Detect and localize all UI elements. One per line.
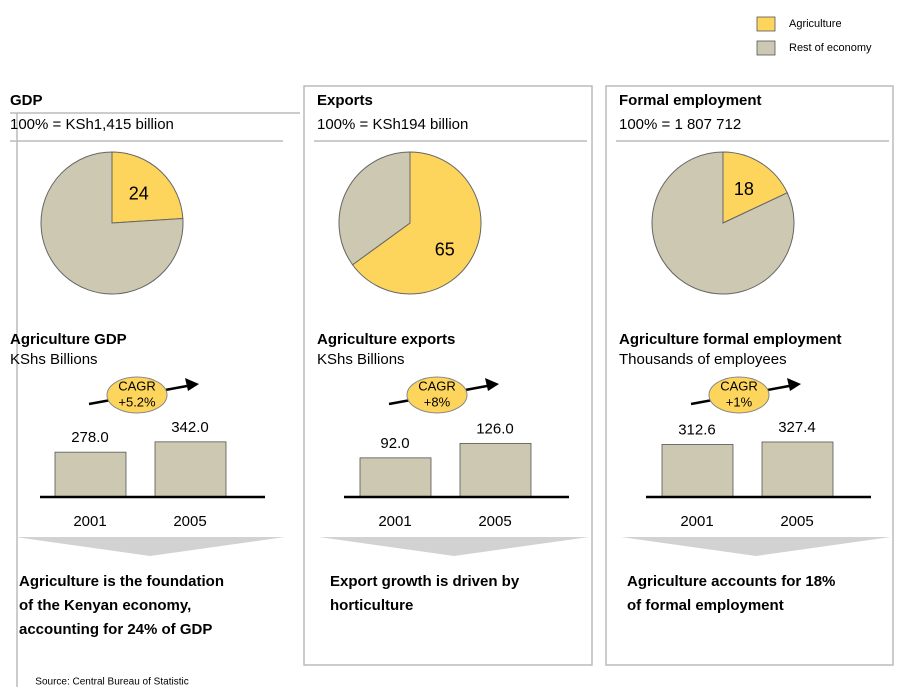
bar [154,441,227,498]
cagr-label: +1% [726,394,753,409]
conclusion: of formal employment [627,597,784,614]
pie-slice [651,151,795,295]
bar-value-label: 92.0 [380,435,409,452]
cagr-label: CAGR [720,378,758,393]
bar-title: Agriculture GDP [10,331,127,348]
cagr-bubble [106,376,168,414]
panel-subtitle: 100% = 1 807 712 [619,116,741,133]
bar-value-label: 126.0 [476,420,514,437]
conclusion: horticulture [330,597,413,614]
x-tick-label: 2001 [680,513,713,530]
conclusion: Agriculture is the foundation [19,573,224,590]
conclusion: accounting for 24% of GDP [19,621,212,638]
cagr-arrow-head [485,378,499,391]
summary-arrow [621,537,891,556]
bar-subtitle: KShs Billions [317,351,405,368]
conclusion: Agriculture accounts for 18% [627,573,835,590]
pie-slice [338,151,411,266]
bar [661,444,734,498]
cagr-bubble [406,376,468,414]
bar-title: Agriculture formal employment [619,331,842,348]
panel-border [605,85,894,666]
panel-title: GDP [10,92,43,109]
bar [761,441,834,498]
summary-arrow [15,537,285,556]
bar [459,442,532,498]
x-tick-label: 2005 [780,513,813,530]
bar-value-label: 327.4 [778,419,816,436]
panel-subtitle: 100% = KSh194 billion [317,116,468,133]
panel-title: Formal employment [619,92,762,109]
x-tick-label: 2001 [73,513,106,530]
cagr-arrow-head [787,378,801,391]
cagr-label: +5.2% [118,394,156,409]
legend-label: Agriculture [789,18,842,30]
panel-subtitle: 100% = KSh1,415 billion [10,116,174,133]
legend-swatch [756,40,776,56]
pie-slice [351,151,482,295]
panel-title: Exports [317,92,373,109]
pie-label: 65 [435,239,455,259]
conclusion: of the Kenyan economy, [19,597,191,614]
bar [359,457,432,498]
pie-slice [40,151,184,295]
pie-slice [722,151,788,224]
source: Source: Central Bureau of Statistic [35,677,188,687]
legend-label: Rest of economy [789,42,872,54]
pie-label: 18 [734,179,754,199]
bar [54,451,127,498]
cagr-label: CAGR [118,378,156,393]
summary-arrow [319,537,589,556]
bar-value-label: 342.0 [171,419,209,436]
panel-frames [10,85,894,687]
cagr-arrow-head [185,378,199,391]
panel-border [303,85,593,666]
x-tick-label: 2005 [173,513,206,530]
legend-swatch [756,16,776,32]
bar-value-label: 278.0 [71,429,109,446]
pie-label: 24 [129,183,149,203]
pie-slice [111,151,184,224]
cagr-label: CAGR [418,378,456,393]
bar-subtitle: Thousands of employees [619,351,787,368]
conclusion: Export growth is driven by [330,573,520,590]
cagr-label: +8% [424,394,451,409]
x-tick-label: 2001 [378,513,411,530]
bar-value-label: 312.6 [678,421,716,438]
bar-title: Agriculture exports [317,331,455,348]
cagr-bubble [708,376,770,414]
x-tick-label: 2005 [478,513,511,530]
bar-subtitle: KShs Billions [10,351,98,368]
